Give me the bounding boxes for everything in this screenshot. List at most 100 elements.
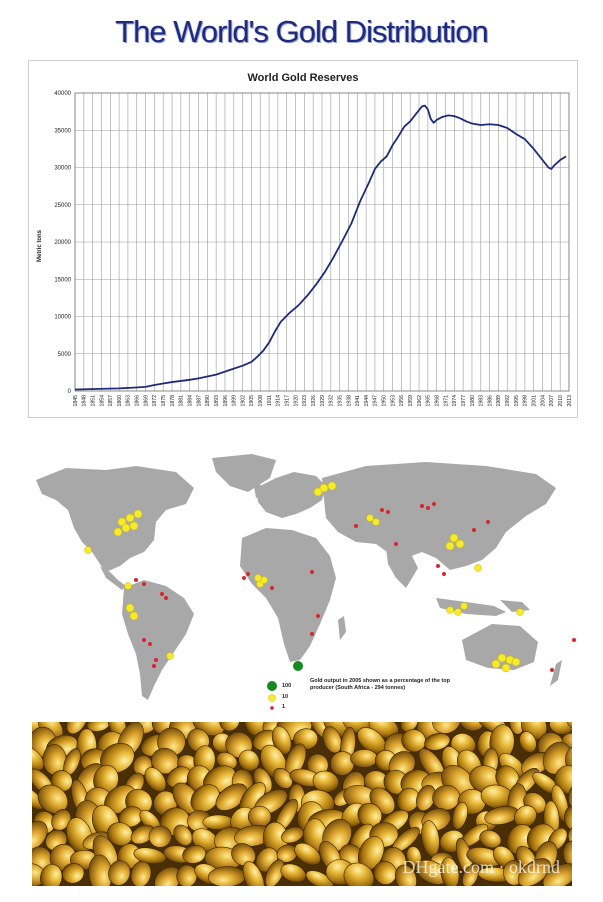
x-tick-label: 1971 bbox=[443, 395, 449, 407]
x-tick-label: 1962 bbox=[417, 395, 423, 407]
gold-nugget bbox=[130, 860, 152, 886]
gold-nugget bbox=[32, 786, 44, 810]
landmass-north-america bbox=[36, 466, 194, 572]
x-tick-label: 2013 bbox=[567, 395, 573, 407]
x-tick-label: 2010 bbox=[558, 395, 564, 407]
x-tick-label: 1947 bbox=[373, 395, 379, 407]
x-tick-label: 1983 bbox=[479, 395, 485, 407]
x-tick-label: 1986 bbox=[487, 395, 493, 407]
gold-nugget bbox=[272, 767, 293, 789]
chart-title: World Gold Reserves bbox=[247, 72, 358, 84]
y-tick-label: 20000 bbox=[54, 240, 71, 246]
x-tick-label: 1869 bbox=[143, 395, 149, 407]
gold-nugget bbox=[238, 749, 260, 772]
gold-nugget bbox=[549, 722, 572, 736]
landmass-australia bbox=[462, 624, 538, 670]
gold-nugget bbox=[330, 751, 355, 776]
legend-size-100: 100 bbox=[282, 683, 292, 689]
gold-nugget bbox=[542, 863, 572, 886]
x-tick-label: 1950 bbox=[382, 395, 388, 407]
x-tick-label: 1863 bbox=[126, 395, 132, 407]
x-tick-label: 1881 bbox=[179, 395, 185, 407]
x-tick-label: 1854 bbox=[99, 395, 105, 407]
gold-nugget bbox=[343, 862, 375, 886]
x-tick-label: 1905 bbox=[249, 395, 255, 407]
x-tick-label: 2001 bbox=[532, 395, 538, 407]
landmass-madagascar bbox=[338, 616, 346, 640]
gold-nugget bbox=[133, 847, 167, 865]
landmass-south-america bbox=[122, 580, 194, 700]
world-gold-map bbox=[26, 448, 582, 718]
gold-nugget bbox=[265, 859, 285, 886]
gold-nugget bbox=[61, 863, 85, 884]
y-tick-label: 25000 bbox=[54, 203, 71, 209]
landmass-india bbox=[386, 548, 418, 588]
chart-canvas: World Gold Reserves Metric tons 0 5000 100… bbox=[37, 72, 573, 407]
x-tick-label: 1896 bbox=[223, 395, 229, 407]
gold-nugget bbox=[440, 857, 460, 886]
x-tick-label: 2004 bbox=[540, 395, 546, 407]
landmass-indonesia bbox=[436, 598, 506, 616]
gold-nugget bbox=[394, 864, 417, 886]
gold-nugget bbox=[280, 863, 307, 883]
gold-nugget bbox=[231, 843, 256, 867]
x-tick-label: 1884 bbox=[187, 395, 193, 407]
x-tick-label: 1920 bbox=[293, 395, 299, 407]
x-tick-label: 1860 bbox=[117, 395, 123, 407]
x-tick-label: 1977 bbox=[461, 395, 467, 407]
photo-watermark: DHgate.com · okdrnd bbox=[402, 857, 560, 877]
x-tick-label: 1851 bbox=[90, 395, 96, 407]
gold-reserves-chart: World Gold Reserves Metric tons 0 5000 100… bbox=[28, 60, 578, 418]
series-line-0 bbox=[74, 104, 567, 391]
x-tick-label: 1926 bbox=[311, 395, 317, 407]
x-tick-label: 1995 bbox=[514, 395, 520, 407]
gold-nugget bbox=[182, 845, 207, 864]
x-tick-label: 1866 bbox=[135, 395, 141, 407]
x-tick-label: 1923 bbox=[302, 395, 308, 407]
x-tick-label: 1890 bbox=[205, 395, 211, 407]
x-tick-label: 1878 bbox=[170, 395, 176, 407]
producer-markers-medium bbox=[84, 481, 524, 673]
gold-nugget bbox=[568, 782, 572, 812]
gold-nugget bbox=[564, 805, 572, 832]
x-tick-label: 1965 bbox=[426, 395, 432, 407]
gold-nugget bbox=[271, 726, 292, 755]
legend-size-1: 1 bbox=[282, 704, 286, 710]
chart-grid bbox=[74, 92, 570, 392]
y-tick-label: 40000 bbox=[54, 91, 71, 97]
x-tick-label: 1974 bbox=[452, 395, 458, 407]
x-tick-label: 1992 bbox=[505, 395, 511, 407]
x-tick-label: 1875 bbox=[161, 395, 167, 407]
y-tick-label: 10000 bbox=[54, 315, 71, 321]
x-tick-label: 1848 bbox=[82, 395, 88, 407]
gold-nugget bbox=[40, 863, 63, 886]
landmass-europe bbox=[256, 472, 326, 518]
gold-nugget bbox=[144, 767, 167, 793]
x-tick-label: 1968 bbox=[434, 395, 440, 407]
x-tick-label: 1944 bbox=[364, 395, 370, 407]
gold-nugget bbox=[462, 864, 479, 886]
landmass-new-guinea bbox=[500, 600, 530, 612]
gold-nugget bbox=[281, 826, 305, 844]
x-tick-label: 1980 bbox=[470, 395, 476, 407]
legend-size-10: 10 bbox=[282, 694, 289, 700]
gold-nugget bbox=[350, 749, 379, 768]
x-tick-label: 2007 bbox=[549, 395, 555, 407]
y-tick-label: 5000 bbox=[58, 352, 72, 358]
y-tick-label: 35000 bbox=[54, 128, 71, 134]
gold-nugget bbox=[242, 861, 265, 886]
y-tick-label: 30000 bbox=[54, 166, 71, 172]
gold-nugget bbox=[108, 860, 131, 886]
x-tick-label: 1938 bbox=[346, 395, 352, 407]
x-tick-label: 1935 bbox=[337, 395, 343, 407]
gold-nugget bbox=[567, 824, 572, 848]
x-tick-label: 1959 bbox=[408, 395, 414, 407]
producer-marker-south-africa bbox=[293, 661, 303, 671]
x-tick-label: 1953 bbox=[390, 395, 396, 407]
gold-nugget bbox=[176, 864, 198, 886]
gold-nugget bbox=[32, 747, 45, 772]
x-tick-label: 1914 bbox=[276, 395, 282, 407]
gold-nugget bbox=[86, 722, 111, 732]
x-tick-label: 1872 bbox=[152, 395, 158, 407]
x-tick-label: 1998 bbox=[523, 395, 529, 407]
